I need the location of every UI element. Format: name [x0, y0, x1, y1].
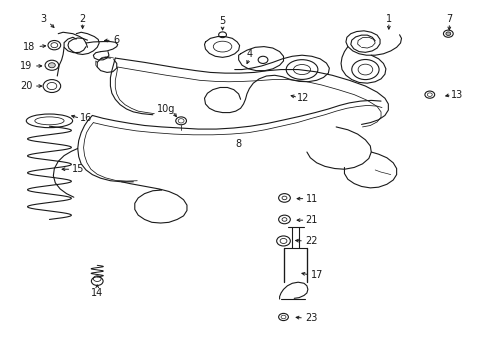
Text: 4: 4 [246, 49, 252, 59]
Text: 19: 19 [20, 61, 32, 71]
Circle shape [445, 32, 450, 36]
Text: 2: 2 [80, 14, 85, 24]
Text: 14: 14 [91, 288, 103, 298]
Text: 16: 16 [80, 113, 92, 123]
Text: 7: 7 [445, 14, 451, 24]
Text: 21: 21 [305, 215, 317, 225]
Text: 22: 22 [305, 236, 317, 246]
Text: 11: 11 [305, 194, 317, 204]
Text: 5: 5 [219, 17, 225, 27]
Text: 8: 8 [235, 139, 241, 149]
Text: 18: 18 [23, 42, 35, 51]
Text: 15: 15 [71, 164, 84, 174]
Text: 20: 20 [20, 81, 32, 91]
Text: 17: 17 [310, 270, 322, 280]
Text: 13: 13 [449, 90, 462, 100]
Text: 3: 3 [41, 14, 46, 24]
Text: 12: 12 [296, 93, 308, 103]
Text: 1: 1 [385, 14, 391, 24]
Text: 6: 6 [113, 35, 120, 45]
Circle shape [48, 63, 55, 68]
Text: 10g: 10g [157, 104, 175, 114]
Text: 23: 23 [305, 313, 317, 323]
